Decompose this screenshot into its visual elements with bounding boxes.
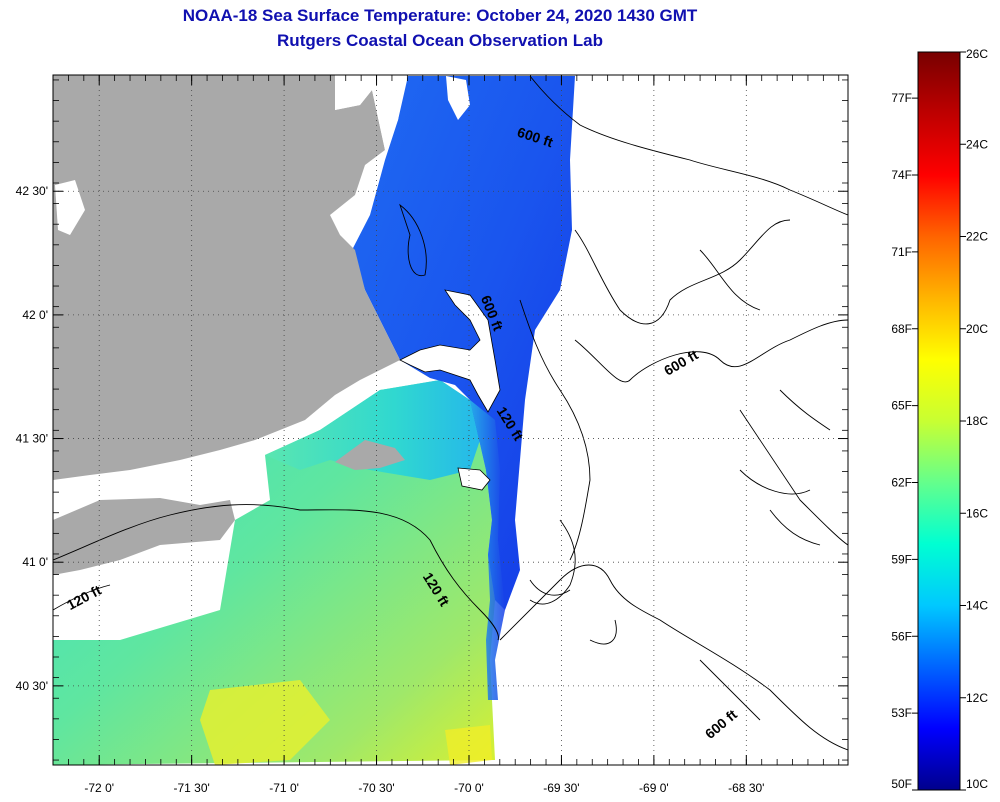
longitude-label: -71 0'	[269, 781, 299, 795]
longitude-label: -70 30'	[358, 781, 394, 795]
land-cape-cod	[399, 289, 501, 413]
celsius-label: 10C	[966, 777, 988, 791]
celsius-label: 14C	[966, 599, 988, 613]
land-long-island	[53, 498, 235, 575]
latitude-label: 42 30'	[16, 184, 48, 198]
sst-cold-edge	[470, 400, 505, 700]
map-frame	[52, 74, 849, 766]
fahrenheit-label: 68F	[891, 322, 912, 336]
longitude-label: -68 30'	[728, 781, 764, 795]
latitude-label: 41 30'	[16, 432, 48, 446]
bathymetry-contours	[53, 75, 848, 751]
latitude-label: 42 0'	[22, 308, 48, 322]
map-subtitle: Rutgers Coastal Ocean Observation Lab	[277, 31, 603, 50]
celsius-label: 24C	[966, 137, 988, 151]
fahrenheit-label: 59F	[891, 552, 912, 566]
celsius-label: 26C	[966, 47, 988, 61]
land-mainland	[53, 75, 400, 480]
fahrenheit-label: 53F	[891, 706, 912, 720]
colorbar-gradient	[917, 51, 961, 791]
celsius-label: 22C	[966, 230, 988, 244]
land-marthas-vineyard	[335, 440, 405, 470]
fahrenheit-label: 77F	[891, 91, 912, 105]
fahrenheit-label: 50F	[891, 777, 912, 791]
fahrenheit-label: 62F	[891, 476, 912, 490]
celsius-label: 18C	[966, 414, 988, 428]
sst-sound	[265, 380, 480, 480]
longitude-label: -70 0'	[454, 781, 484, 795]
longitude-label: -71 30'	[173, 781, 209, 795]
cloud-gap-north	[446, 76, 470, 120]
latitude-label: 40 30'	[16, 679, 48, 693]
land-white-patch	[55, 180, 85, 235]
fahrenheit-labels: 77F 74F 71F 68F 65F 62F 59F 56F 53F 50F	[891, 91, 918, 791]
map-title: NOAA-18 Sea Surface Temperature: October…	[182, 6, 698, 25]
fahrenheit-label: 71F	[891, 245, 912, 259]
latitude-labels: 42 30' 42 0' 41 30' 41 0' 40 30'	[16, 184, 48, 693]
fahrenheit-label: 74F	[891, 168, 912, 182]
celsius-label: 16C	[966, 506, 988, 520]
longitude-labels: -72 0' -71 30' -71 0' -70 30' -70 0' -69 30' -…	[84, 781, 764, 795]
celsius-label: 20C	[966, 322, 988, 336]
fahrenheit-label: 65F	[891, 399, 912, 413]
latitude-label: 41 0'	[22, 555, 48, 569]
longitude-label: -69 0'	[639, 781, 669, 795]
sst-warm-patch-2	[445, 725, 492, 765]
sst-cold-band	[352, 76, 575, 610]
longitude-label: -69 30'	[543, 781, 579, 795]
land-nantucket	[457, 467, 491, 491]
fahrenheit-label: 56F	[891, 629, 912, 643]
axis-ticks	[52, 75, 848, 765]
sst-warm-patch	[200, 680, 330, 765]
sst-south-shelf	[53, 380, 495, 765]
celsius-label: 12C	[966, 691, 988, 705]
cloud-gap-west	[335, 76, 405, 150]
celsius-labels: 26C 24C 22C 20C 18C 16C 14C 12C 10C	[960, 47, 988, 791]
longitude-label: -72 0'	[84, 781, 114, 795]
graticule	[53, 75, 848, 765]
